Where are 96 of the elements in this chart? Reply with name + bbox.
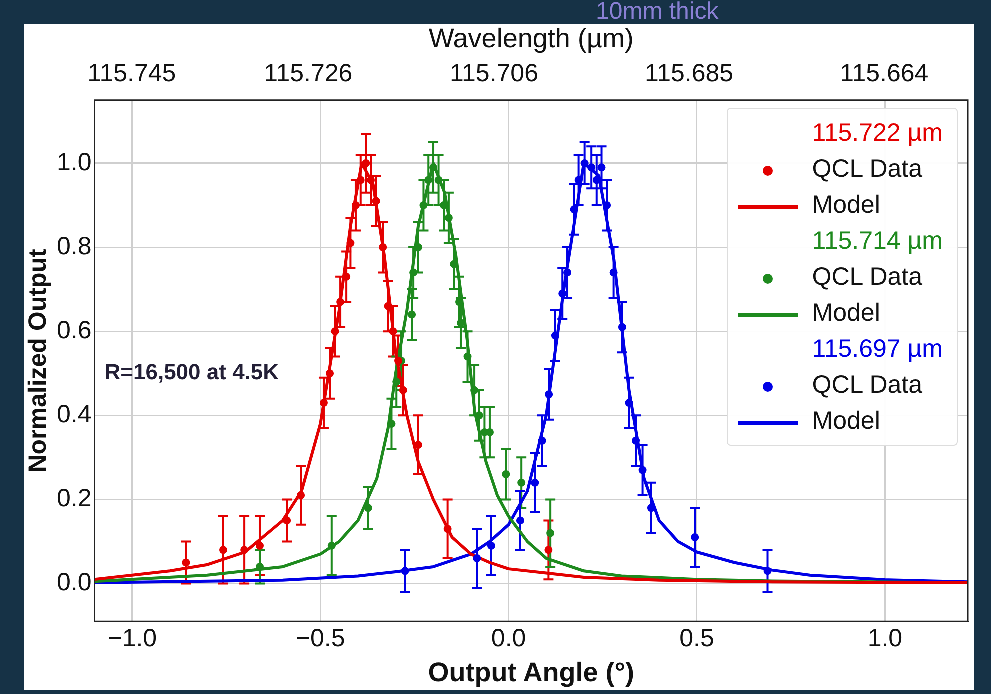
- point: [384, 302, 392, 310]
- x-tick-label: 0.0: [491, 624, 526, 652]
- point: [691, 534, 700, 542]
- point: [283, 516, 292, 525]
- point: [352, 201, 360, 210]
- point: [362, 159, 370, 168]
- y-tick-label: 0.6: [56, 316, 92, 344]
- y-tick-label: 0.8: [56, 232, 92, 260]
- text: 10mm thick: [596, 0, 719, 26]
- point: [256, 542, 264, 550]
- point: [545, 390, 554, 399]
- point: [538, 436, 546, 445]
- point: [434, 176, 443, 184]
- point: [328, 542, 336, 550]
- point: [516, 516, 524, 525]
- point: [444, 525, 452, 534]
- point: [598, 164, 606, 172]
- point: [638, 466, 647, 474]
- point: [372, 197, 380, 206]
- point: [346, 239, 355, 248]
- x2-tick-label: 115.685: [645, 59, 734, 88]
- x-tick-label: −1.0: [108, 624, 158, 652]
- point: [625, 399, 634, 408]
- point: [551, 332, 560, 340]
- point: [420, 201, 428, 210]
- point: [342, 272, 351, 281]
- point: [414, 441, 422, 450]
- legend-label: Model: [812, 191, 880, 220]
- point: [546, 529, 555, 538]
- point: [379, 244, 388, 252]
- x-tick-label: 1.0: [868, 624, 903, 652]
- point: [320, 399, 328, 408]
- point: [399, 386, 408, 394]
- point: [336, 298, 345, 306]
- point: [444, 214, 453, 222]
- point: [618, 323, 626, 332]
- point: [256, 562, 264, 571]
- x2-tick-label: 115.745: [88, 59, 176, 88]
- point: [574, 176, 583, 184]
- point: [356, 176, 365, 184]
- point: [424, 176, 433, 184]
- x-axis-title: Output Angle (°): [428, 657, 634, 688]
- point: [647, 504, 656, 512]
- point: [588, 164, 596, 172]
- point: [331, 328, 340, 336]
- point: [297, 492, 306, 500]
- annotation: R=16,500 at 4.5K: [104, 360, 280, 385]
- point: [632, 436, 640, 445]
- x2-tick-label: 115.726: [264, 59, 353, 88]
- point: [544, 546, 553, 554]
- legend-label: Model: [812, 299, 880, 328]
- legend-label: Model: [812, 407, 880, 436]
- y-tick-label: 0.2: [56, 484, 92, 513]
- point: [531, 478, 540, 487]
- point: [580, 159, 589, 168]
- point: [367, 176, 376, 184]
- annotation: 115.697 µm: [811, 334, 943, 366]
- x2-tick-label: 115.664: [840, 59, 929, 88]
- y-axis-title: Normalized Output: [24, 248, 52, 473]
- point: [610, 268, 618, 277]
- point: [408, 310, 416, 319]
- point: [364, 504, 372, 512]
- legend-label: QCL Data: [812, 155, 923, 184]
- point: [326, 370, 334, 378]
- annotation: 115.722 µm: [811, 118, 943, 150]
- point: [502, 470, 510, 478]
- point: [410, 268, 418, 277]
- point: [401, 567, 410, 576]
- x2-tick-label: 115.706: [450, 59, 538, 88]
- point: [487, 542, 496, 550]
- point: [518, 478, 526, 487]
- y-tick-label: 1.0: [56, 148, 92, 176]
- point: [603, 201, 612, 210]
- point: [473, 554, 482, 563]
- point: [219, 546, 228, 554]
- point: [764, 567, 772, 576]
- x2-axis-title: Wavelength (µm): [428, 24, 634, 54]
- point: [456, 319, 465, 328]
- annotation: 115.714 µm: [811, 226, 943, 258]
- legend-label: QCL Data: [812, 263, 923, 292]
- point: [392, 378, 401, 386]
- point: [564, 268, 572, 277]
- x-tick-label: −0.5: [296, 624, 346, 652]
- point: [394, 357, 403, 365]
- point: [558, 290, 567, 298]
- legend-label: QCL Data: [812, 371, 923, 400]
- point: [240, 546, 249, 554]
- point: [470, 386, 479, 394]
- x-tick-label: 0.5: [680, 624, 714, 652]
- y-tick-label: 0.0: [56, 568, 92, 597]
- y-tick-label: 0.4: [56, 400, 92, 429]
- point: [389, 328, 398, 336]
- point: [570, 206, 578, 214]
- point: [430, 164, 438, 172]
- point: [182, 558, 190, 567]
- point: [464, 352, 472, 361]
